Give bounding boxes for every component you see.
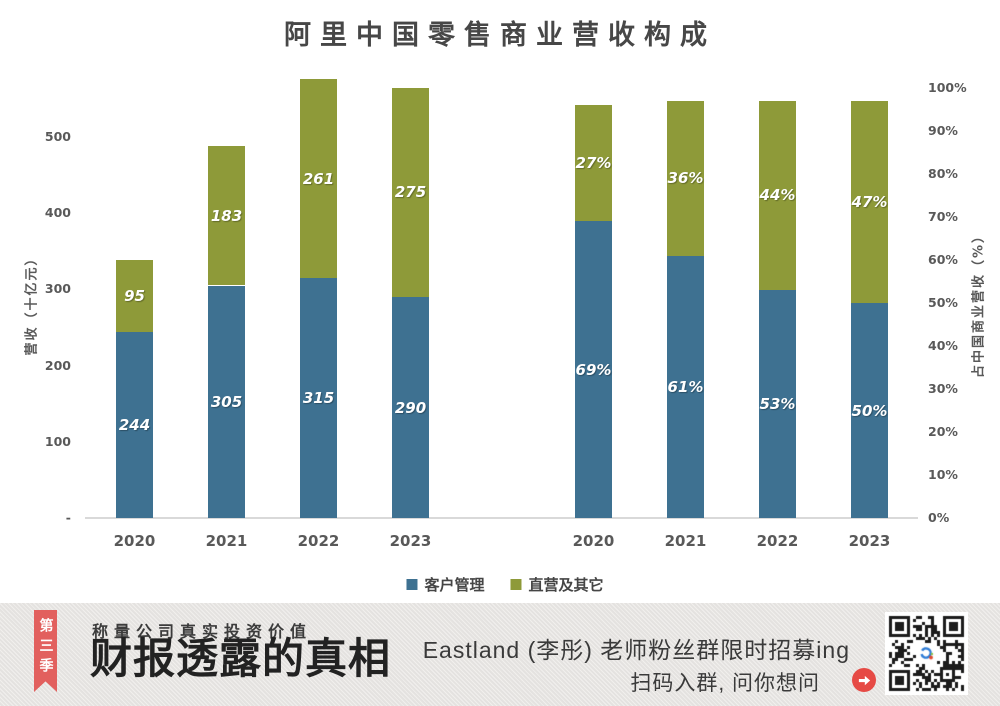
bar-segment-direct-other-2021: 183 — [208, 146, 245, 286]
left-y-tick-label: 100 — [44, 433, 71, 449]
bar-segment-direct-other-pct-2020: 27% — [575, 105, 612, 222]
x-axis-label-2023: 2023 — [389, 532, 432, 550]
right-arrow-icon — [852, 668, 876, 692]
bar-value-label: 36% — [667, 169, 704, 188]
qr-code — [885, 612, 968, 695]
right-y-tick-label: 10% — [928, 467, 958, 482]
bar-value-label: 290 — [394, 398, 427, 417]
chart-title: 阿里中国零售商业营收构成 — [284, 20, 716, 51]
promo-line-2: 扫码入群, 问你想问 — [630, 672, 820, 695]
legend-item-direct-and-other: 直营及其它 — [510, 574, 604, 595]
bar-value-label: 305 — [210, 392, 243, 411]
bar-value-label: 183 — [210, 206, 243, 225]
x-axis-label-2020: 2020 — [113, 532, 156, 550]
bar-value-label: 69% — [575, 360, 612, 379]
x-axis-line — [85, 517, 918, 519]
right-y-tick-label: 90% — [928, 123, 958, 138]
bar-value-label: 53% — [759, 395, 796, 414]
bar-value-label: 315 — [302, 389, 335, 407]
x-axis-label-2022-pct: 2022 — [756, 532, 799, 550]
left-y-tick-label: - — [65, 510, 71, 525]
bar-value-label: 261 — [302, 169, 335, 188]
chart-legend: 客户管理 直营及其它 — [406, 574, 604, 595]
left-y-axis-title: 营收（十亿元） — [24, 250, 40, 356]
right-y-tick-label: 50% — [928, 295, 958, 310]
bar-segment-customer-mgmt-2021: 305 — [208, 285, 245, 518]
bar-segment-direct-other-pct-2023: 47% — [851, 100, 888, 303]
x-axis-label-2022: 2022 — [297, 532, 340, 550]
bar-value-label: 61% — [667, 377, 704, 396]
left-y-tick-label: 200 — [44, 357, 71, 373]
bar-value-label: 244 — [118, 416, 151, 435]
left-y-tick-label: 500 — [44, 129, 71, 144]
arrow-glyph-icon — [858, 675, 870, 685]
right-y-tick-label: 70% — [928, 209, 958, 224]
bar-segment-direct-other-2022: 261 — [300, 79, 337, 278]
bar-value-label: 50% — [851, 401, 888, 420]
bar-segment-customer-mgmt-pct-2023: 50% — [851, 303, 888, 518]
bar-segment-direct-other-2020: 95 — [116, 259, 153, 333]
right-y-tick-label: 100% — [928, 80, 967, 95]
bar-segment-direct-other-pct-2021: 36% — [667, 100, 704, 256]
left-y-tick-label: 300 — [44, 281, 71, 297]
banner-tagline: 称量公司真实投资价值 — [92, 622, 313, 641]
bar-segment-direct-other-2023: 275 — [392, 87, 429, 298]
legend-label: 客户管理 — [424, 576, 485, 594]
bar-segment-customer-mgmt-pct-2021: 61% — [667, 255, 704, 518]
bar-value-label: 27% — [575, 154, 612, 173]
bar-value-label: 275 — [394, 183, 427, 202]
legend-label: 直营及其它 — [528, 576, 604, 594]
bar-segment-direct-other-pct-2022: 44% — [759, 100, 796, 291]
promo-line-1: Eastland (李彤) 老师粉丝群限时招募ing — [422, 637, 850, 663]
bar-value-label: 47% — [851, 192, 888, 211]
x-axis-label-2021-pct: 2021 — [664, 532, 707, 550]
left-y-tick-label: 400 — [44, 205, 71, 221]
legend-swatch-blue-icon — [406, 579, 418, 590]
footer-banner: 第三季 称量公司真实投资价值 财报透露的真相 Eastland (李彤) 老师粉… — [0, 603, 1000, 706]
right-y-tick-label: 80% — [928, 166, 958, 181]
season-ribbon-text: 第三季 — [37, 618, 54, 678]
right-y-tick-label: 30% — [928, 381, 958, 396]
right-y-tick-label: 0% — [928, 510, 950, 525]
right-y-tick-label: 20% — [928, 424, 958, 439]
bar-segment-customer-mgmt-2023: 290 — [392, 297, 429, 518]
legend-item-customer-management: 客户管理 — [406, 574, 485, 595]
bar-value-label: 95 — [124, 286, 145, 305]
bar-segment-customer-mgmt-pct-2022: 53% — [759, 290, 796, 518]
bar-segment-customer-mgmt-2022: 315 — [300, 278, 337, 518]
right-y-tick-label: 60% — [928, 252, 958, 267]
x-axis-label-2023-pct: 2023 — [848, 532, 891, 550]
right-y-tick-label: 40% — [928, 338, 958, 353]
x-axis-label-2020-pct: 2020 — [572, 532, 615, 550]
x-axis-label-2021: 2021 — [205, 532, 248, 550]
bar-segment-customer-mgmt-pct-2020: 69% — [575, 221, 612, 518]
legend-swatch-olive-icon — [510, 579, 522, 590]
season-ribbon: 第三季 — [34, 610, 57, 692]
bar-segment-customer-mgmt-2020: 244 — [116, 332, 153, 518]
banner-main-title: 财报透露的真相 — [90, 634, 392, 683]
bar-value-label: 44% — [759, 186, 796, 205]
